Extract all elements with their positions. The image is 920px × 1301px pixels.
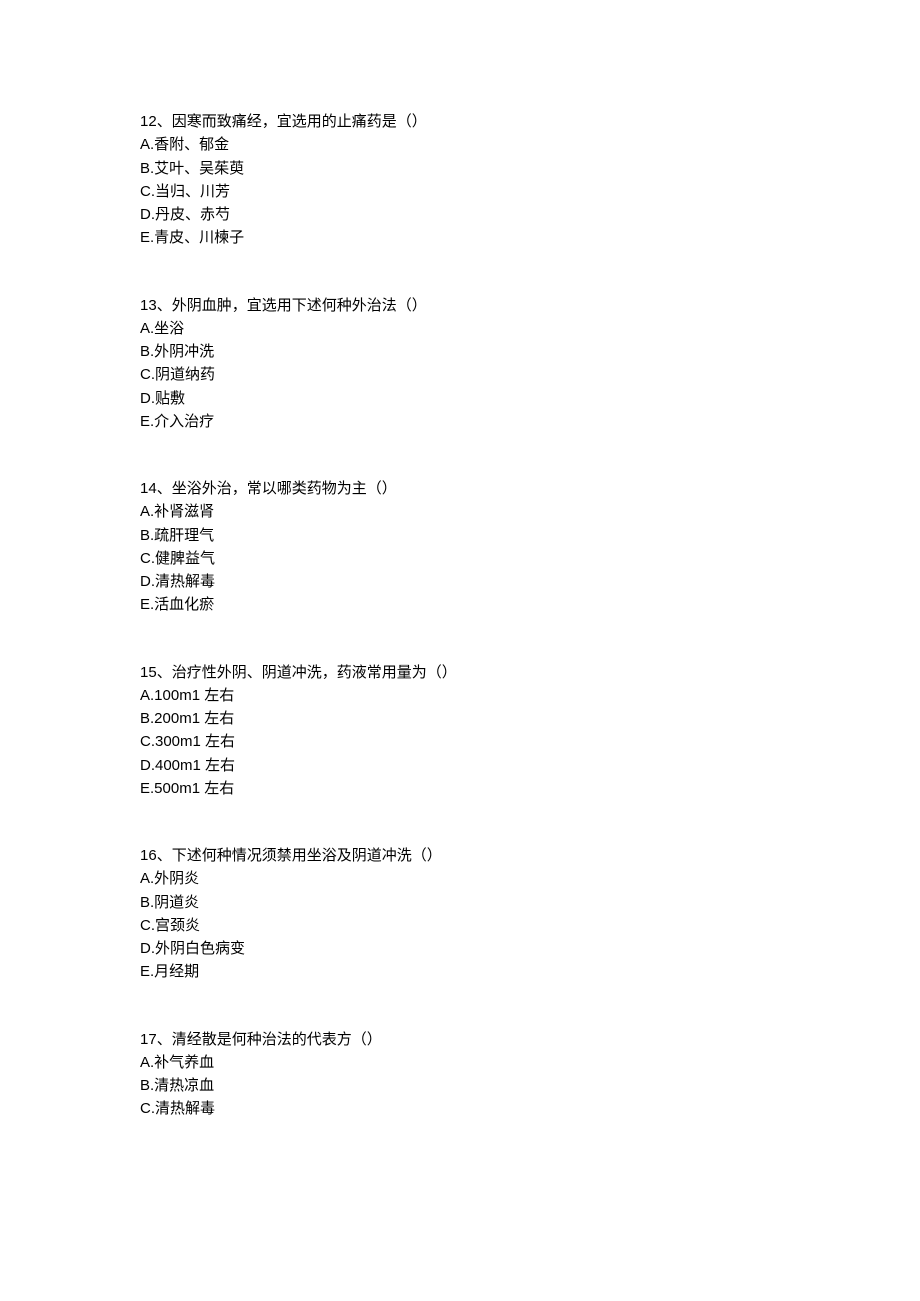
question-option: E.月经期 xyxy=(140,960,780,983)
question-option: A.补肾滋肾 xyxy=(140,500,780,523)
question-text: 因寒而致痛经，宜选用的止痛药是（） xyxy=(172,113,427,130)
question-number: 12 xyxy=(140,113,157,130)
question-option: D.外阴白色病变 xyxy=(140,937,780,960)
question-12: 12、因寒而致痛经，宜选用的止痛药是（） A.香附、郁金 B.艾叶、吴茱萸 C.… xyxy=(140,110,780,250)
question-option: C.清热解毒 xyxy=(140,1097,780,1120)
question-number: 14 xyxy=(140,480,157,497)
question-number: 16 xyxy=(140,847,157,864)
question-option: E.500m1 左右 xyxy=(140,777,780,800)
question-text: 外阴血肿，宜选用下述何种外治法（） xyxy=(172,297,427,314)
question-option: A.补气养血 xyxy=(140,1051,780,1074)
question-option: D.400m1 左右 xyxy=(140,754,780,777)
document-page: 12、因寒而致痛经，宜选用的止痛药是（） A.香附、郁金 B.艾叶、吴茱萸 C.… xyxy=(0,0,920,1225)
question-option: C.宫颈炎 xyxy=(140,914,780,937)
question-option: C.健脾益气 xyxy=(140,547,780,570)
question-option: B.200m1 左右 xyxy=(140,707,780,730)
question-stem: 16、下述何种情况须禁用坐浴及阴道冲洗（） xyxy=(140,844,780,867)
question-16: 16、下述何种情况须禁用坐浴及阴道冲洗（） A.外阴炎 B.阴道炎 C.宫颈炎 … xyxy=(140,844,780,984)
question-option: E.活血化瘀 xyxy=(140,593,780,616)
question-option: E.青皮、川楝子 xyxy=(140,226,780,249)
question-option: A.坐浴 xyxy=(140,317,780,340)
question-option: B.外阴冲洗 xyxy=(140,340,780,363)
question-number: 15 xyxy=(140,664,157,681)
question-text: 清经散是何种治法的代表方（） xyxy=(172,1031,382,1048)
question-option: B.清热凉血 xyxy=(140,1074,780,1097)
question-option: C.300m1 左右 xyxy=(140,730,780,753)
question-option: C.阴道纳药 xyxy=(140,363,780,386)
question-14: 14、坐浴外治，常以哪类药物为主（） A.补肾滋肾 B.疏肝理气 C.健脾益气 … xyxy=(140,477,780,617)
question-text: 坐浴外治，常以哪类药物为主（） xyxy=(172,480,397,497)
question-number: 17 xyxy=(140,1031,157,1048)
question-option: D.清热解毒 xyxy=(140,570,780,593)
question-text: 下述何种情况须禁用坐浴及阴道冲洗（） xyxy=(172,847,442,864)
question-15: 15、治疗性外阴、阴道冲洗，药液常用量为（） A.100m1 左右 B.200m… xyxy=(140,661,780,801)
question-stem: 12、因寒而致痛经，宜选用的止痛药是（） xyxy=(140,110,780,133)
question-option: D.丹皮、赤芍 xyxy=(140,203,780,226)
question-option: A.100m1 左右 xyxy=(140,684,780,707)
question-option: B.疏肝理气 xyxy=(140,524,780,547)
question-number: 13 xyxy=(140,297,157,314)
question-stem: 14、坐浴外治，常以哪类药物为主（） xyxy=(140,477,780,500)
question-option: B.阴道炎 xyxy=(140,891,780,914)
question-stem: 15、治疗性外阴、阴道冲洗，药液常用量为（） xyxy=(140,661,780,684)
question-option: C.当归、川芳 xyxy=(140,180,780,203)
question-text: 治疗性外阴、阴道冲洗，药液常用量为（） xyxy=(172,664,457,681)
question-option: A.香附、郁金 xyxy=(140,133,780,156)
question-option: A.外阴炎 xyxy=(140,867,780,890)
question-option: E.介入治疗 xyxy=(140,410,780,433)
question-option: B.艾叶、吴茱萸 xyxy=(140,157,780,180)
question-13: 13、外阴血肿，宜选用下述何种外治法（） A.坐浴 B.外阴冲洗 C.阴道纳药 … xyxy=(140,294,780,434)
question-option: D.贴敷 xyxy=(140,387,780,410)
question-stem: 17、清经散是何种治法的代表方（） xyxy=(140,1028,780,1051)
question-stem: 13、外阴血肿，宜选用下述何种外治法（） xyxy=(140,294,780,317)
question-17: 17、清经散是何种治法的代表方（） A.补气养血 B.清热凉血 C.清热解毒 xyxy=(140,1028,780,1121)
